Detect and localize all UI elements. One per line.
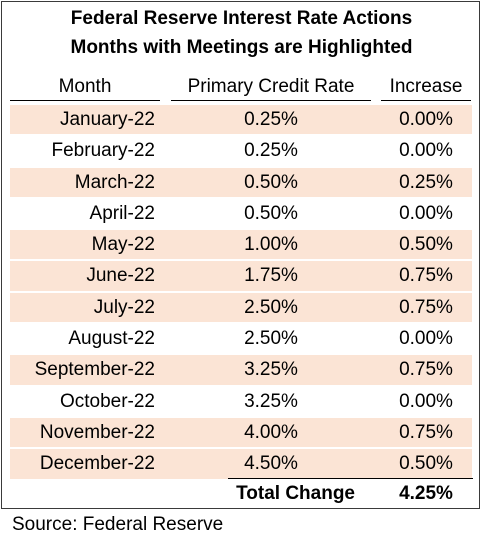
table-row: April-22 0.50% 0.00% [10,198,472,229]
meeting-highlight [10,105,472,135]
table-row: June-22 1.75% 0.75% [10,260,472,291]
month-cell: February-22 [51,140,156,162]
table-subtitle: Months with Meetings are Highlighted [70,37,413,58]
total-value: 4.25% [399,483,453,504]
increase-cell: 0.75% [399,265,453,287]
rate-cell: 2.50% [244,296,298,318]
total-label: Total Change [236,483,355,504]
meeting-highlight [10,230,472,260]
month-cell: September-22 [34,359,155,381]
column-header-rate: Primary Credit Rate [171,73,371,101]
month-cell: July-22 [93,296,155,318]
increase-cell: 0.50% [399,453,453,475]
increase-cell: 0.00% [399,390,453,412]
source-note: Source: Federal Reserve [12,514,224,535]
meeting-highlight [10,261,472,291]
table-frame [1,1,480,509]
meeting-highlight [10,449,472,479]
increase-cell: 0.25% [399,171,453,193]
month-cell: January-22 [59,109,155,130]
table-row: October-22 3.25% 0.00% [10,386,472,417]
month-cell: November-22 [39,421,155,443]
rate-cell: 3.25% [244,359,298,381]
meeting-highlight [10,417,472,448]
increase-cell: 0.00% [399,202,453,224]
meeting-highlight [10,292,472,323]
increase-cell: 0.50% [399,234,453,256]
table-row: December-22 4.50% 0.50% [10,448,472,479]
increase-cell: 0.75% [399,296,453,318]
table-row: March-22 0.50% 0.25% [10,167,472,198]
month-cell: March-22 [74,171,155,193]
rate-cell: 0.50% [244,171,298,193]
increase-cell: 0.00% [399,109,453,130]
increase-cell: 0.75% [399,421,453,443]
table-row: August-22 2.50% 0.00% [10,323,472,354]
table-body: January-22 0.25% 0.00% February-22 0.25% 0.00… [10,104,472,480]
table-row: May-22 1.00% 0.50% [10,229,472,260]
month-cell: October-22 [59,390,155,412]
month-cell: June-22 [86,265,155,287]
rate-cell: 3.25% [244,390,298,412]
table-row: January-22 0.25% 0.00% [10,104,472,135]
rate-cell: 1.00% [244,234,298,256]
month-cell: August-22 [68,328,155,350]
table-row: September-22 3.25% 0.75% [10,354,472,385]
rate-cell: 0.25% [244,140,298,162]
meeting-highlight [10,355,472,385]
table-title: Federal Reserve Interest Rate Actions [70,8,413,29]
increase-cell: 0.75% [399,359,453,381]
rate-cell: 4.50% [244,453,298,475]
rate-cell: 4.00% [244,421,298,443]
table-row: July-22 2.50% 0.75% [10,292,472,323]
column-header-increase: Increase [381,73,471,101]
column-header-month: Month [10,73,160,101]
rate-cell: 1.75% [244,265,298,287]
rate-cell: 0.25% [244,109,298,130]
month-cell: May-22 [91,234,155,256]
meeting-highlight [10,167,472,197]
rate-cell: 0.50% [244,202,298,224]
month-cell: December-22 [39,453,155,475]
increase-cell: 0.00% [399,328,453,350]
rate-cell: 2.50% [244,328,298,350]
total-divider [228,478,473,479]
table-row: February-22 0.25% 0.00% [10,135,472,166]
increase-cell: 0.00% [399,140,453,162]
table-row: November-22 4.00% 0.75% [10,417,472,448]
month-cell: April-22 [89,202,155,224]
